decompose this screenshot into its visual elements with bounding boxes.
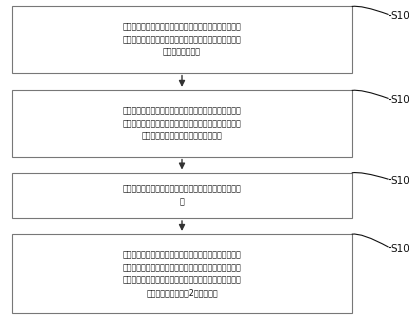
Text: 所述数字处理芯片根据所述第一采样信号计算每个内插时
刻的内插值，按所述内插时刻将所述第一采样信号和所述
内插值组合为第二采样信号；其中，所述第二采样信号对
应的: 所述数字处理芯片根据所述第一采样信号计算每个内插时 刻的内插值，按所述内插时刻将… (123, 251, 241, 297)
Text: 模数转换芯片对接收到的时域连续信号进行处理，获得第
一采样信号；其中，所述第一采样信号对应于第一采样频
率，所述第一采样频率是单倍码元速率: 模数转换芯片对接收到的时域连续信号进行处理，获得第 一采样信号；其中，所述第一采… (123, 107, 241, 141)
Bar (12, 90, 352, 157)
Text: 所述模数转换芯片将所述第一采样信号发送至数字处理芯
片: 所述模数转换芯片将所述第一采样信号发送至数字处理芯 片 (123, 185, 241, 206)
Bar (12, 6, 352, 73)
Bar (12, 234, 352, 313)
Bar (12, 173, 352, 218)
Text: S102: S102 (391, 176, 409, 186)
Text: S100: S100 (391, 11, 409, 21)
Text: S101: S101 (391, 95, 409, 105)
Text: 使用接收方设备和发送方设备均已知的测试信号，对目标
信道的频谱相应进行测试，确定所述目标信道对应的带通
滤波器的频谱特性: 使用接收方设备和发送方设备均已知的测试信号，对目标 信道的频谱相应进行测试，确定… (123, 23, 241, 57)
Text: S103: S103 (391, 244, 409, 254)
